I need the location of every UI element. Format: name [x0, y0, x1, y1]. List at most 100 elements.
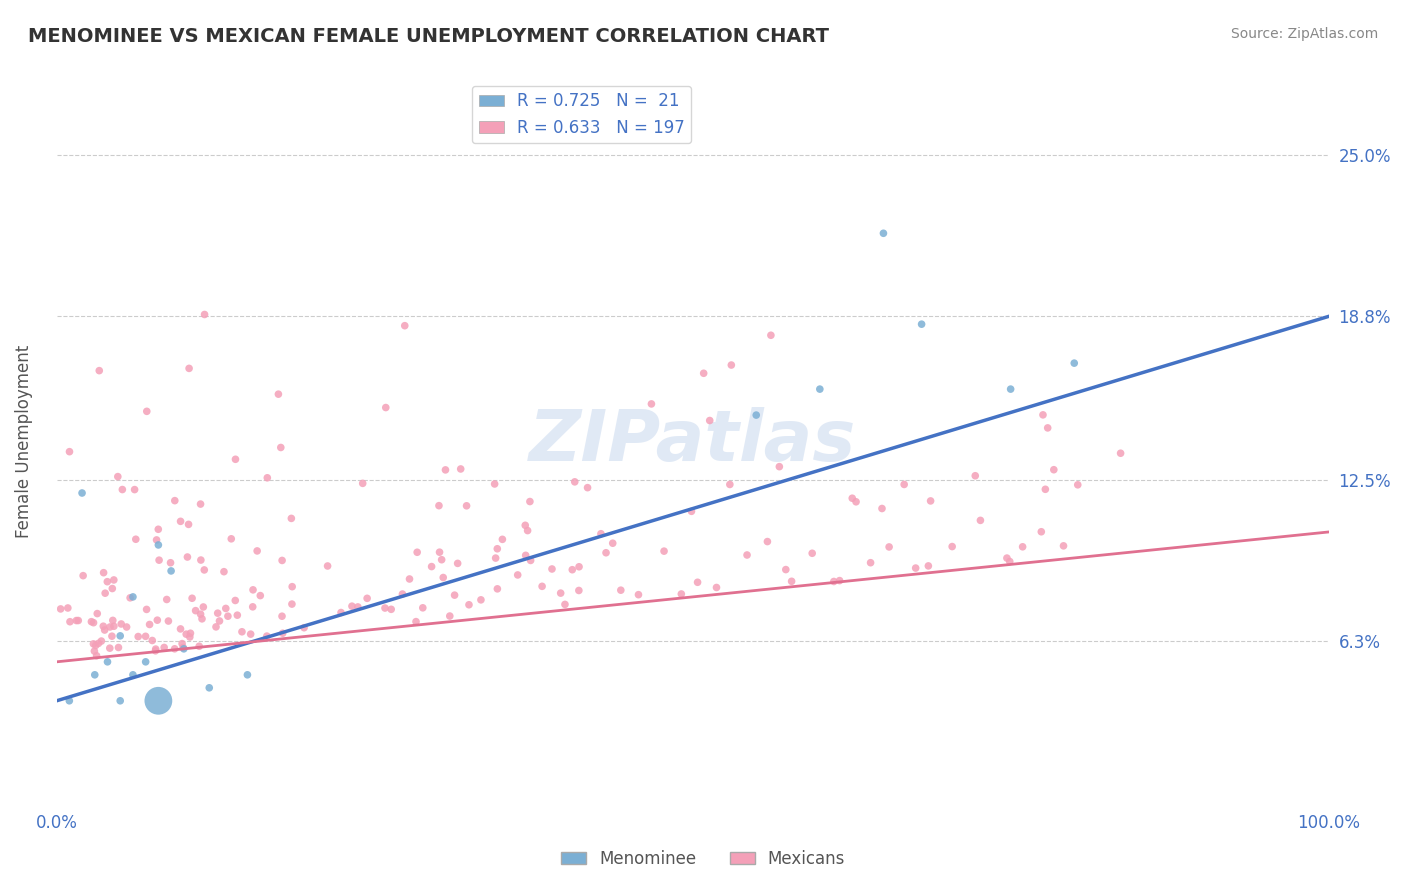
Point — [177, 517, 200, 532]
Point — [224, 452, 246, 467]
Point — [330, 606, 353, 620]
Point — [67, 614, 90, 628]
Point — [780, 574, 803, 589]
Point — [93, 623, 115, 637]
Point — [554, 598, 576, 612]
Point — [56, 601, 79, 615]
Point — [969, 513, 991, 527]
Point — [141, 633, 163, 648]
Point — [576, 481, 599, 495]
Point — [692, 366, 714, 380]
Point — [515, 549, 537, 563]
Legend: Menominee, Mexicans: Menominee, Mexicans — [554, 844, 852, 875]
Point — [485, 551, 508, 566]
Point — [374, 401, 396, 415]
Point — [995, 551, 1018, 566]
Point — [1043, 463, 1066, 477]
Point — [188, 639, 211, 653]
Point — [640, 397, 662, 411]
Point — [190, 497, 212, 511]
Point — [1063, 356, 1085, 370]
Point — [965, 468, 987, 483]
Point — [427, 499, 450, 513]
Point — [280, 511, 302, 525]
Point — [87, 636, 110, 650]
Point — [756, 534, 779, 549]
Point — [239, 627, 262, 641]
Point — [920, 494, 942, 508]
Point — [122, 590, 145, 604]
Point — [775, 563, 797, 577]
Point — [910, 317, 932, 331]
Point — [531, 579, 554, 593]
Point — [564, 475, 586, 489]
Point — [160, 564, 183, 578]
Point — [859, 556, 882, 570]
Point — [90, 634, 112, 648]
Point — [107, 640, 129, 655]
Point — [1011, 540, 1033, 554]
Point — [270, 441, 292, 455]
Point — [226, 608, 249, 623]
Point — [610, 583, 633, 598]
Point — [486, 541, 509, 556]
Point — [759, 328, 782, 343]
Point — [281, 580, 304, 594]
Point — [1032, 408, 1054, 422]
Point — [107, 469, 129, 483]
Point — [148, 694, 170, 708]
Point — [146, 613, 169, 627]
Point — [205, 620, 228, 634]
Point — [568, 583, 591, 598]
Point — [208, 614, 231, 628]
Point — [83, 668, 105, 682]
Point — [316, 559, 339, 574]
Point — [506, 568, 529, 582]
Point — [870, 501, 893, 516]
Point — [231, 624, 253, 639]
Point — [356, 591, 378, 606]
Point — [450, 462, 472, 476]
Point — [145, 644, 167, 658]
Point — [271, 626, 294, 640]
Point — [491, 533, 513, 547]
Point — [93, 566, 115, 580]
Point — [823, 574, 845, 589]
Point — [432, 570, 454, 584]
Point — [101, 614, 124, 628]
Point — [181, 591, 204, 606]
Point — [169, 514, 191, 528]
Point — [671, 587, 693, 601]
Point — [125, 533, 148, 547]
Point — [135, 629, 157, 643]
Point — [447, 557, 470, 571]
Point — [1052, 539, 1074, 553]
Point — [207, 606, 229, 620]
Point — [236, 668, 259, 682]
Point — [135, 602, 157, 616]
Point — [768, 459, 790, 474]
Point — [157, 614, 180, 628]
Point — [699, 413, 721, 427]
Point — [163, 641, 186, 656]
Point — [398, 572, 420, 586]
Point — [256, 471, 278, 485]
Point — [58, 444, 80, 458]
Point — [720, 358, 742, 372]
Point — [271, 553, 294, 567]
Point — [212, 565, 235, 579]
Point — [198, 681, 221, 695]
Point — [172, 640, 194, 655]
Point — [550, 586, 572, 600]
Point — [845, 495, 868, 509]
Point — [193, 563, 215, 577]
Point — [176, 549, 198, 564]
Point — [374, 601, 396, 615]
Point — [486, 582, 509, 596]
Point — [103, 619, 125, 633]
Point — [458, 598, 481, 612]
Point — [394, 318, 416, 333]
Point — [169, 622, 191, 636]
Point — [190, 607, 212, 622]
Point — [96, 574, 118, 589]
